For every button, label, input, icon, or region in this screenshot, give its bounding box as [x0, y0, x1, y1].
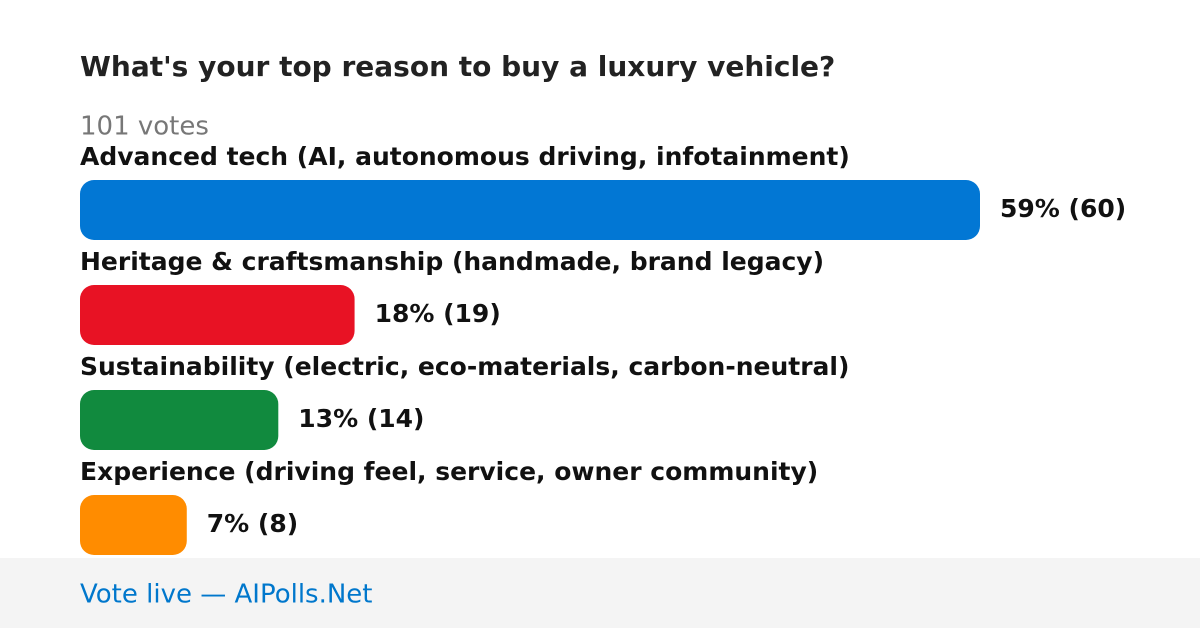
footer-link[interactable]: Vote live — AIPolls.Net	[80, 580, 373, 610]
footer-band	[0, 558, 1200, 628]
vote-count: 101 votes	[80, 112, 209, 142]
bar	[80, 285, 355, 345]
option-label: Heritage & craftsmanship (handmade, bran…	[80, 247, 824, 276]
option-label: Experience (driving feel, service, owner…	[80, 457, 818, 486]
bar	[80, 180, 980, 240]
value-label: 7% (8)	[207, 509, 298, 538]
value-label: 13% (14)	[298, 404, 424, 433]
poll-title: What's your top reason to buy a luxury v…	[80, 50, 835, 83]
option-label: Sustainability (electric, eco-materials,…	[80, 352, 849, 381]
bar	[80, 390, 279, 450]
option-label: Advanced tech (AI, autonomous driving, i…	[80, 142, 850, 171]
value-label: 18% (19)	[375, 299, 501, 328]
bar	[80, 495, 187, 555]
value-label: 59% (60)	[1000, 194, 1126, 223]
